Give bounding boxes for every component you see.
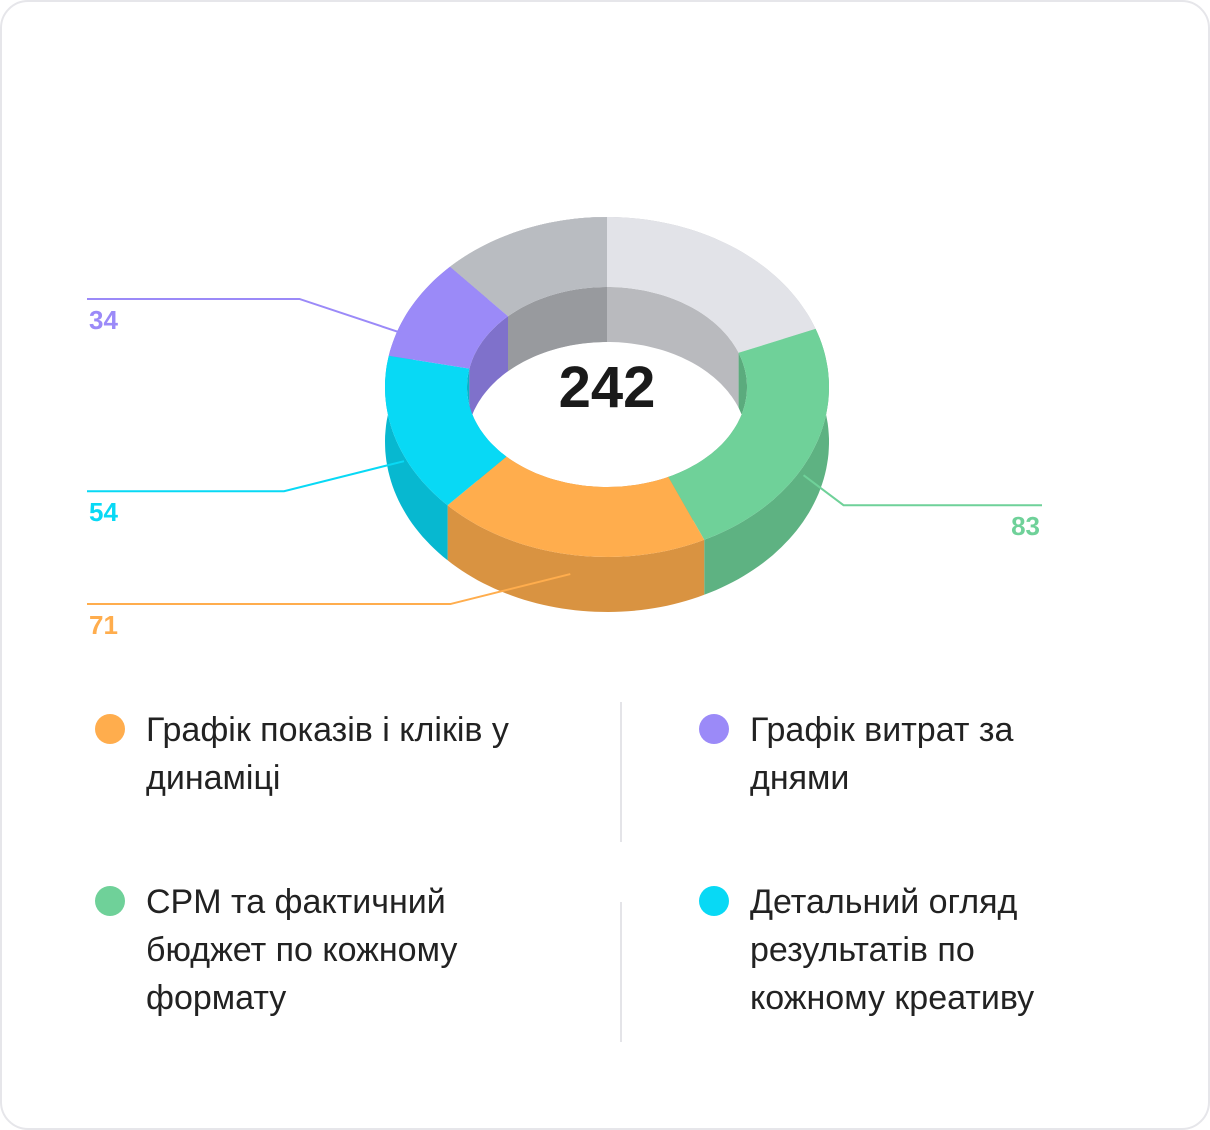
legend-label: Графік витрат за днями [750, 711, 1014, 797]
segment-outer-wall [385, 355, 448, 561]
legend-label: Детальний огляд результатів по кожному к… [750, 883, 1035, 1017]
legend-dot [699, 714, 729, 744]
segment-outer-wall [704, 328, 829, 595]
legend-dot [699, 886, 729, 916]
value-label: 34 [89, 305, 118, 335]
value-label: 54 [89, 497, 118, 527]
segment-outer-wall [447, 505, 705, 612]
segment [447, 456, 705, 557]
segment [385, 355, 507, 506]
segment [388, 266, 508, 369]
divider [620, 902, 622, 1042]
total-label: 242 [559, 355, 656, 420]
leader-line [802, 474, 1042, 507]
segment [668, 328, 829, 540]
divider [620, 702, 622, 842]
legend-label: CPM та фактичний бюджет по кожному форма… [146, 883, 458, 1017]
segment-inner-wall [469, 316, 508, 424]
legend-dot [95, 886, 125, 916]
leader-line [87, 460, 405, 493]
leader-line [87, 573, 571, 606]
decorative-segment [450, 217, 607, 317]
value-label: 83 [1011, 511, 1040, 541]
tops [385, 217, 829, 557]
decorative-inner-wall [508, 287, 607, 372]
leader-line [87, 297, 420, 340]
legend-label: Графік показів і кліків у динаміці [146, 711, 509, 797]
value-label: 71 [89, 610, 118, 640]
legend-dot [95, 714, 125, 744]
chart: 242 83 71 54 34 [87, 217, 1042, 640]
